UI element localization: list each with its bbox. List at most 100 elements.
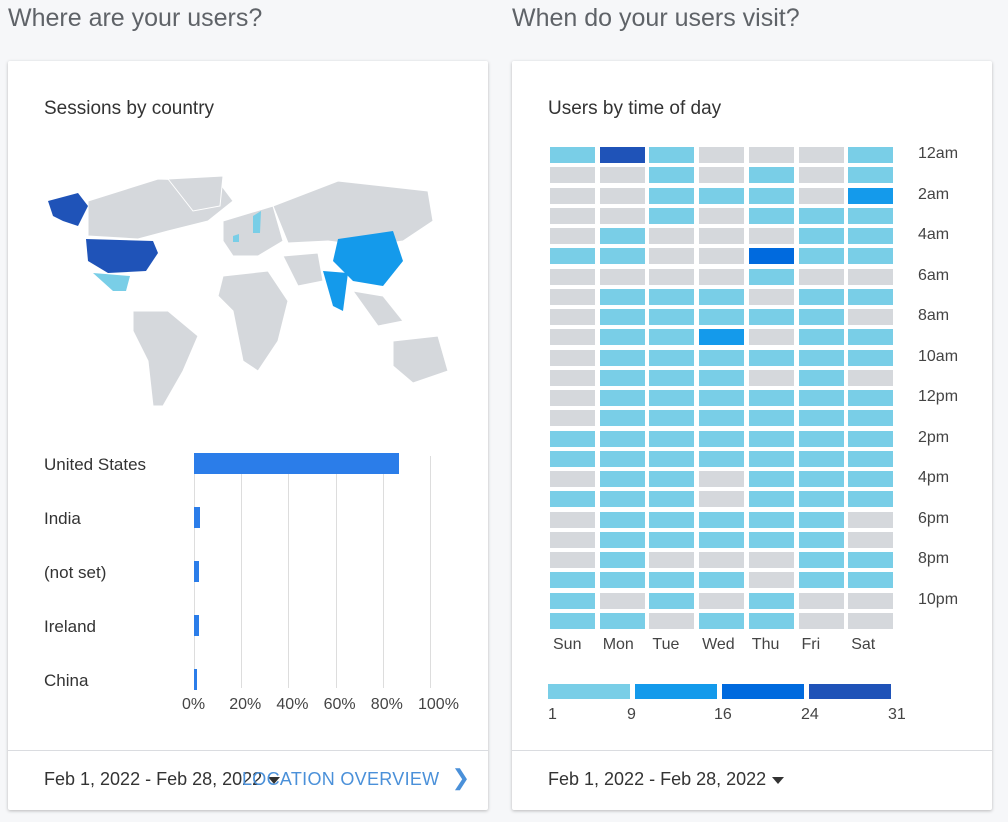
heatmap-cell[interactable] (550, 531, 595, 548)
heatmap-cell[interactable] (699, 228, 745, 245)
heatmap-cell[interactable] (550, 147, 595, 163)
heatmap-cell[interactable] (599, 592, 645, 609)
heatmap-cell[interactable] (748, 147, 794, 163)
heatmap-cell[interactable] (599, 248, 645, 265)
heatmap-cell[interactable] (649, 390, 695, 407)
heatmap-cell[interactable] (848, 187, 894, 204)
heatmap-cell[interactable] (550, 329, 595, 346)
heatmap-cell[interactable] (748, 592, 794, 609)
heatmap-cell[interactable] (550, 207, 595, 224)
heatmap-cell[interactable] (848, 450, 894, 467)
heatmap-cell[interactable] (748, 369, 794, 386)
heatmap-cell[interactable] (599, 268, 645, 285)
heatmap-cell[interactable] (599, 207, 645, 224)
heatmap-cell[interactable] (550, 369, 595, 386)
heatmap-cell[interactable] (748, 187, 794, 204)
heatmap-cell[interactable] (599, 471, 645, 488)
heatmap-cell[interactable] (699, 592, 745, 609)
heatmap-cell[interactable] (550, 552, 595, 569)
heatmap-cell[interactable] (649, 471, 695, 488)
heatmap-cell[interactable] (649, 228, 695, 245)
heatmap-cell[interactable] (699, 450, 745, 467)
heatmap-cell[interactable] (550, 613, 595, 629)
heatmap-cell[interactable] (798, 309, 844, 326)
heatmap-cell[interactable] (848, 228, 894, 245)
heatmap-cell[interactable] (599, 167, 645, 184)
heatmap-cell[interactable] (649, 309, 695, 326)
heatmap-cell[interactable] (550, 572, 595, 589)
heatmap-cell[interactable] (848, 309, 894, 326)
date-range-selector[interactable]: Feb 1, 2022 - Feb 28, 2022 (44, 769, 281, 790)
heatmap-cell[interactable] (748, 430, 794, 447)
heatmap-cell[interactable] (798, 430, 844, 447)
heatmap-cell[interactable] (798, 167, 844, 184)
heatmap-cell[interactable] (699, 430, 745, 447)
heatmap-cell[interactable] (798, 268, 844, 285)
heatmap-cell[interactable] (699, 572, 745, 589)
heatmap-cell[interactable] (798, 288, 844, 305)
heatmap-cell[interactable] (848, 531, 894, 548)
country-bar[interactable] (194, 453, 400, 474)
heatmap-cell[interactable] (550, 430, 595, 447)
heatmap-cell[interactable] (699, 491, 745, 508)
heatmap-cell[interactable] (599, 491, 645, 508)
heatmap-cell[interactable] (798, 187, 844, 204)
heatmap-cell[interactable] (649, 207, 695, 224)
heatmap-cell[interactable] (699, 410, 745, 427)
heatmap-cell[interactable] (748, 552, 794, 569)
heatmap-cell[interactable] (699, 329, 745, 346)
heatmap-cell[interactable] (748, 268, 794, 285)
heatmap-cell[interactable] (649, 147, 695, 163)
heatmap-cell[interactable] (649, 349, 695, 366)
heatmap-cell[interactable] (699, 369, 745, 386)
heatmap-cell[interactable] (550, 167, 595, 184)
heatmap-cell[interactable] (699, 187, 745, 204)
heatmap-cell[interactable] (748, 390, 794, 407)
heatmap-cell[interactable] (748, 329, 794, 346)
heatmap-cell[interactable] (599, 511, 645, 528)
heatmap-cell[interactable] (599, 390, 645, 407)
heatmap-cell[interactable] (798, 349, 844, 366)
heatmap-cell[interactable] (848, 471, 894, 488)
heatmap-cell[interactable] (798, 248, 844, 265)
heatmap-cell[interactable] (798, 572, 844, 589)
heatmap-cell[interactable] (599, 430, 645, 447)
heatmap-cell[interactable] (748, 511, 794, 528)
heatmap-cell[interactable] (848, 288, 894, 305)
heatmap-cell[interactable] (748, 248, 794, 265)
heatmap-cell[interactable] (699, 167, 745, 184)
heatmap-cell[interactable] (649, 288, 695, 305)
heatmap-cell[interactable] (599, 309, 645, 326)
heatmap-cell[interactable] (699, 147, 745, 163)
heatmap-cell[interactable] (699, 288, 745, 305)
heatmap-cell[interactable] (798, 511, 844, 528)
heatmap-cell[interactable] (848, 491, 894, 508)
heatmap-cell[interactable] (550, 288, 595, 305)
heatmap-cell[interactable] (748, 349, 794, 366)
heatmap-cell[interactable] (848, 207, 894, 224)
heatmap-cell[interactable] (748, 228, 794, 245)
heatmap-cell[interactable] (649, 531, 695, 548)
heatmap-cell[interactable] (550, 450, 595, 467)
heatmap-cell[interactable] (748, 309, 794, 326)
heatmap-cell[interactable] (599, 613, 645, 629)
heatmap-cell[interactable] (798, 613, 844, 629)
heatmap-cell[interactable] (798, 228, 844, 245)
heatmap-cell[interactable] (550, 228, 595, 245)
heatmap-cell[interactable] (599, 450, 645, 467)
heatmap-cell[interactable] (699, 531, 745, 548)
heatmap-cell[interactable] (848, 410, 894, 427)
heatmap-cell[interactable] (798, 410, 844, 427)
country-bar[interactable] (194, 561, 199, 582)
heatmap-cell[interactable] (599, 147, 645, 163)
heatmap-cell[interactable] (550, 390, 595, 407)
heatmap-cell[interactable] (748, 471, 794, 488)
heatmap-cell[interactable] (649, 248, 695, 265)
heatmap-cell[interactable] (550, 511, 595, 528)
heatmap-cell[interactable] (599, 187, 645, 204)
heatmap-cell[interactable] (848, 592, 894, 609)
heatmap-cell[interactable] (550, 268, 595, 285)
heatmap-cell[interactable] (798, 531, 844, 548)
heatmap-cell[interactable] (599, 349, 645, 366)
heatmap-cell[interactable] (599, 288, 645, 305)
